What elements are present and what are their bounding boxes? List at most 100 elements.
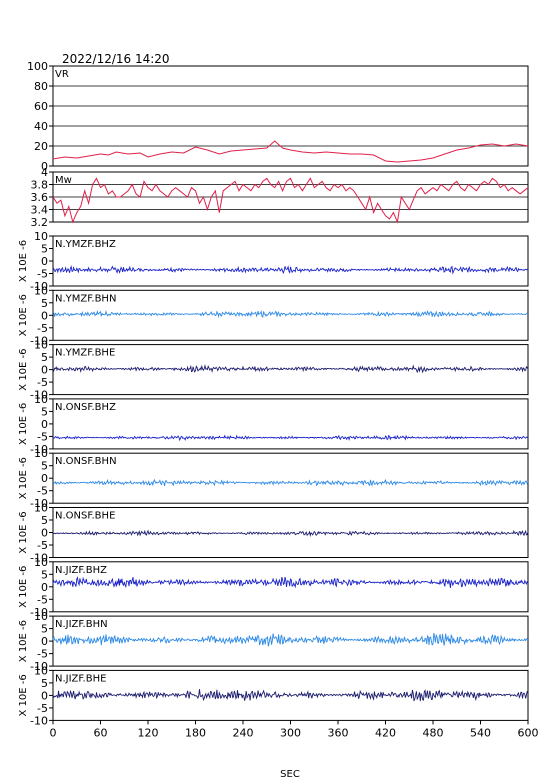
vr-panel-label: VR bbox=[55, 69, 69, 80]
y-tick-label-wf7-3: 5 bbox=[41, 623, 48, 636]
y-tick-label-wf0-2: 0 bbox=[41, 255, 48, 268]
waveform-trace-0 bbox=[52, 265, 529, 275]
channel-label-1: N.YMZF.BHN bbox=[55, 293, 116, 304]
waveform-trace-7 bbox=[52, 632, 529, 647]
channel-label-3: N.ONSF.BHZ bbox=[55, 402, 116, 413]
y-tick-label-wf6-2: 0 bbox=[41, 581, 48, 594]
y-tick-label-wf4-0: -10 bbox=[30, 497, 48, 510]
y-tick-label-wf1-4: 10 bbox=[34, 284, 48, 297]
y-tick-label-wf8-3: 5 bbox=[41, 677, 48, 690]
y-axis-label-4: X 10E -6 bbox=[18, 457, 29, 499]
y-tick-label-wf0-1: -5 bbox=[37, 268, 48, 281]
y-tick-label-wf0-0: -10 bbox=[30, 280, 48, 293]
y-axis-label-8: X 10E -6 bbox=[18, 674, 29, 716]
x-tick-label-9: 540 bbox=[470, 726, 491, 739]
waveform-trace-6 bbox=[52, 576, 529, 589]
waveform-trace-4 bbox=[52, 478, 529, 487]
y-tick-label-wf3-3: 5 bbox=[41, 405, 48, 418]
y-tick-label-wf6-1: -5 bbox=[37, 593, 48, 606]
y-tick-label-wf3-2: 0 bbox=[41, 418, 48, 431]
y-tick-label-vr-5: 100 bbox=[27, 60, 48, 73]
x-tick-label-4: 240 bbox=[233, 726, 254, 739]
y-axis-label-1: X 10E -6 bbox=[18, 294, 29, 336]
y-tick-label-wf3-1: -5 bbox=[37, 430, 48, 443]
y-tick-label-wf7-0: -10 bbox=[30, 660, 48, 673]
y-tick-label-mw-4: 4 bbox=[41, 166, 48, 179]
y-tick-label-wf1-0: -10 bbox=[30, 334, 48, 347]
y-tick-label-wf8-4: 10 bbox=[34, 664, 48, 677]
panel-frame-wf4 bbox=[52, 452, 529, 504]
waveform-trace-3 bbox=[52, 434, 529, 442]
x-tick-label-1: 60 bbox=[94, 726, 108, 739]
chart-title: 2022/12/16 14:20 bbox=[62, 52, 170, 66]
y-tick-label-wf5-3: 5 bbox=[41, 514, 48, 527]
mw-panel-label: Mw bbox=[55, 175, 72, 186]
y-axis-label-3: X 10E -6 bbox=[18, 403, 29, 445]
y-tick-label-wf2-1: -5 bbox=[37, 376, 48, 389]
panel-frame-wf6 bbox=[52, 561, 529, 613]
y-tick-label-wf4-1: -5 bbox=[37, 485, 48, 498]
y-tick-label-wf5-2: 0 bbox=[41, 527, 48, 540]
y-tick-label-wf5-4: 10 bbox=[34, 502, 48, 515]
x-tick-label-3: 180 bbox=[185, 726, 206, 739]
panels: 020406080100VR3.23.43.63.84Mw-10-50510N.… bbox=[18, 60, 539, 739]
y-axis-label-6: X 10E -6 bbox=[18, 566, 29, 608]
y-tick-label-wf7-2: 0 bbox=[41, 635, 48, 648]
y-tick-label-wf0-4: 10 bbox=[34, 230, 48, 243]
x-tick-label-5: 300 bbox=[280, 726, 301, 739]
y-tick-label-wf6-3: 5 bbox=[41, 568, 48, 581]
x-tick-label-2: 120 bbox=[138, 726, 159, 739]
y-tick-label-wf7-1: -5 bbox=[37, 648, 48, 661]
y-tick-label-wf4-3: 5 bbox=[41, 460, 48, 473]
panel-frame-wf3 bbox=[52, 398, 529, 450]
y-axis-label-5: X 10E -6 bbox=[18, 511, 29, 553]
y-tick-label-wf2-4: 10 bbox=[34, 339, 48, 352]
y-tick-label-mw-3: 3.8 bbox=[31, 179, 49, 192]
y-axis-label-0: X 10E -6 bbox=[18, 240, 29, 282]
x-tick-label-8: 480 bbox=[423, 726, 444, 739]
y-tick-label-wf1-2: 0 bbox=[41, 309, 48, 322]
y-tick-label-wf3-4: 10 bbox=[34, 393, 48, 406]
y-tick-label-vr-1: 20 bbox=[34, 140, 48, 153]
y-tick-label-wf3-0: -10 bbox=[30, 443, 48, 456]
y-tick-label-wf1-1: -5 bbox=[37, 322, 48, 335]
waveform-trace-1 bbox=[53, 309, 529, 319]
y-tick-label-wf8-2: 0 bbox=[41, 689, 48, 702]
y-tick-label-vr-3: 60 bbox=[34, 100, 48, 113]
y-tick-label-wf2-0: -10 bbox=[30, 389, 48, 402]
x-tick-label-7: 420 bbox=[375, 726, 396, 739]
y-tick-label-wf8-1: -5 bbox=[37, 702, 48, 715]
y-tick-label-wf5-0: -10 bbox=[30, 552, 48, 565]
panel-frame-wf0 bbox=[52, 235, 529, 287]
y-tick-label-wf8-0: -10 bbox=[30, 714, 48, 727]
channel-label-8: N.JIZF.BHE bbox=[55, 673, 106, 684]
y-tick-label-mw-0: 3.2 bbox=[31, 216, 49, 229]
y-tick-label-wf6-0: -10 bbox=[30, 606, 48, 619]
panel-frame-vr bbox=[52, 65, 529, 167]
y-tick-label-mw-1: 3.4 bbox=[31, 204, 49, 217]
mw-series-line bbox=[52, 177, 529, 224]
vr-series-line bbox=[52, 140, 529, 163]
y-axis-label-7: X 10E -6 bbox=[18, 620, 29, 662]
y-tick-label-wf2-2: 0 bbox=[41, 364, 48, 377]
x-tick-label-10: 600 bbox=[518, 726, 539, 739]
y-tick-label-wf6-4: 10 bbox=[34, 556, 48, 569]
waveform-trace-5 bbox=[52, 529, 529, 538]
y-tick-label-wf2-3: 5 bbox=[41, 351, 48, 364]
y-tick-label-mw-2: 3.6 bbox=[31, 191, 49, 204]
waveform-trace-2 bbox=[52, 364, 529, 374]
channel-label-2: N.YMZF.BHE bbox=[55, 348, 115, 359]
y-tick-label-wf0-3: 5 bbox=[41, 243, 48, 256]
channel-label-7: N.JIZF.BHN bbox=[55, 619, 108, 630]
waveform-trace-8 bbox=[52, 689, 529, 702]
channel-label-0: N.YMZF.BHZ bbox=[55, 239, 116, 250]
y-tick-label-vr-0: 0 bbox=[41, 160, 48, 173]
y-tick-label-wf7-4: 10 bbox=[34, 610, 48, 623]
x-tick-label-0: 0 bbox=[50, 726, 57, 739]
channel-label-4: N.ONSF.BHN bbox=[55, 456, 117, 467]
y-tick-label-vr-4: 80 bbox=[34, 80, 48, 93]
x-tick-label-6: 360 bbox=[328, 726, 349, 739]
y-tick-label-wf4-4: 10 bbox=[34, 447, 48, 460]
channel-label-5: N.ONSF.BHE bbox=[55, 511, 115, 522]
